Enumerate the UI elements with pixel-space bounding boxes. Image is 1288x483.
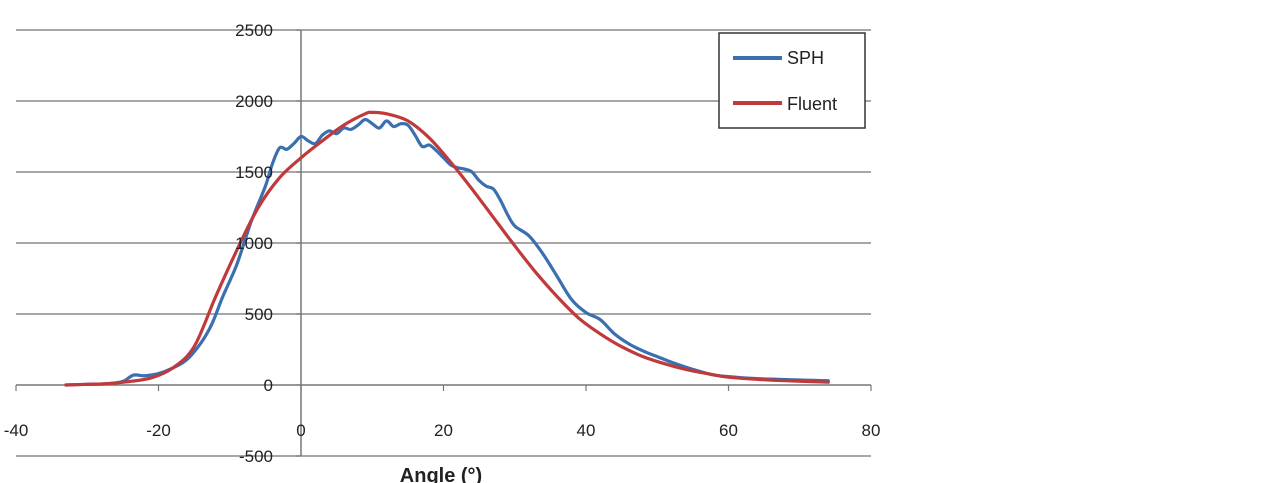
y-tick-label: 1000 — [235, 234, 273, 253]
y-tick-label: -500 — [239, 447, 273, 466]
y-tick-label: 2500 — [235, 21, 273, 40]
x-tick-label: 0 — [296, 421, 305, 440]
series-lines — [64, 110, 830, 387]
series-line-fluent — [64, 110, 830, 387]
legend: SPH Fluent — [718, 32, 866, 129]
axes — [15, 29, 872, 457]
x-tick-label: 80 — [862, 421, 881, 440]
x-tick-label: -40 — [4, 421, 29, 440]
x-tick-label: 60 — [719, 421, 738, 440]
x-axis-title: Angle (°) — [400, 465, 482, 483]
y-tick-label: 0 — [264, 376, 273, 395]
series-line-sph — [64, 117, 830, 387]
tick-labels: -500 0 500 1000 1500 2000 2500 -40 -20 0 20 40 60 80 — [4, 21, 881, 466]
legend-box — [718, 32, 866, 129]
y-tick-label: 2000 — [235, 92, 273, 111]
legend-label-sph: SPH — [787, 48, 824, 68]
x-tick-label: 40 — [577, 421, 596, 440]
legend-label-fluent: Fluent — [787, 94, 837, 114]
grid-lines — [16, 29, 871, 457]
x-tick-label: -20 — [146, 421, 171, 440]
x-tick-label: 20 — [434, 421, 453, 440]
y-tick-label: 500 — [245, 305, 273, 324]
y-tick-label: 1500 — [235, 163, 273, 182]
